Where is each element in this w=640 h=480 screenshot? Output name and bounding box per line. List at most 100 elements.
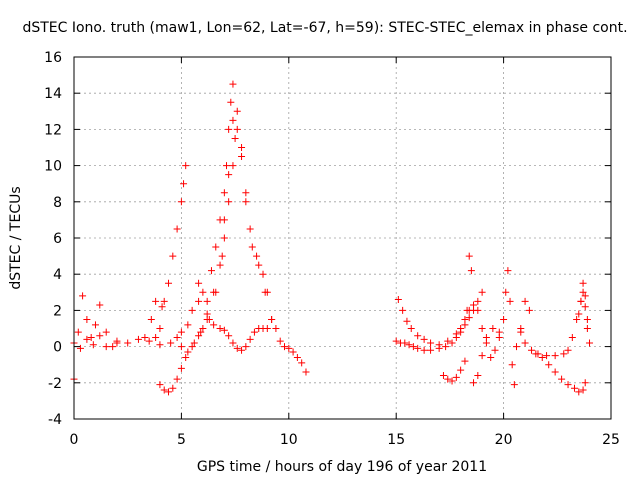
data-point — [414, 332, 422, 340]
data-point — [184, 348, 192, 356]
data-point — [233, 344, 241, 352]
data-point — [145, 337, 153, 345]
data-point — [399, 306, 407, 314]
data-point — [401, 339, 409, 347]
data-point — [564, 381, 572, 389]
data-point — [510, 381, 518, 389]
data-point — [156, 341, 164, 349]
data-point — [233, 107, 241, 115]
data-point — [579, 288, 587, 296]
series-2 — [70, 332, 164, 352]
data-point — [173, 375, 181, 383]
data-point — [474, 297, 482, 305]
data-point — [184, 321, 192, 329]
data-point — [517, 328, 525, 336]
data-point — [253, 252, 261, 260]
data-point — [225, 332, 233, 340]
data-point — [83, 335, 91, 343]
series-13 — [532, 350, 589, 396]
data-point — [407, 325, 415, 332]
data-point — [199, 325, 207, 332]
x-axis-label: GPS time / hours of day 196 of year 2011 — [197, 459, 487, 475]
data-point — [216, 261, 224, 269]
y-tick-label: 6 — [53, 231, 62, 247]
data-point — [177, 364, 185, 372]
data-point — [495, 334, 503, 342]
data-point — [238, 153, 246, 161]
data-point — [502, 288, 510, 296]
data-point — [575, 388, 583, 396]
data-point — [218, 252, 226, 260]
data-point — [474, 306, 482, 314]
data-point — [583, 315, 591, 323]
data-point — [482, 339, 490, 347]
data-point — [506, 297, 514, 305]
data-point — [465, 252, 473, 260]
data-point — [242, 189, 250, 197]
data-point — [470, 379, 478, 387]
data-point — [448, 339, 456, 347]
data-point — [147, 315, 155, 323]
grid-lines — [74, 57, 611, 419]
data-point — [87, 334, 95, 342]
data-point — [268, 315, 276, 323]
data-point — [182, 353, 190, 361]
data-point — [141, 334, 149, 342]
data-point — [478, 325, 486, 332]
series-7 — [195, 297, 310, 376]
data-point — [152, 334, 160, 342]
y-tick-label: -4 — [48, 412, 62, 428]
x-tick-label: 5 — [177, 432, 186, 448]
data-point — [420, 346, 428, 354]
y-tick-label: 10 — [44, 159, 62, 175]
data-point — [113, 337, 121, 345]
x-tick-label: 25 — [602, 432, 620, 448]
data-point — [427, 346, 435, 354]
data-point — [96, 301, 104, 309]
data-point — [583, 325, 591, 332]
data-point — [414, 344, 422, 352]
data-point — [444, 375, 452, 383]
data-point — [238, 144, 246, 151]
data-point — [272, 325, 280, 332]
data-point — [586, 339, 594, 347]
data-point — [109, 343, 117, 351]
data-point — [229, 339, 237, 347]
data-point — [444, 337, 452, 345]
data-point — [229, 116, 237, 124]
data-point — [165, 388, 173, 396]
data-point — [474, 372, 482, 380]
data-point — [551, 352, 559, 360]
data-point — [255, 261, 263, 269]
x-tick-label: 15 — [387, 432, 405, 448]
data-point — [289, 348, 297, 356]
data-point — [394, 296, 402, 304]
data-point — [457, 325, 465, 332]
data-point — [298, 359, 306, 367]
data-point — [165, 279, 173, 287]
data-point — [525, 306, 533, 314]
data-point — [285, 344, 293, 352]
data-point — [470, 301, 478, 309]
data-point — [152, 297, 160, 305]
data-point — [220, 189, 228, 197]
y-tick-label: 12 — [44, 122, 62, 138]
data-point — [203, 297, 211, 305]
chart-title: dSTEC Iono. truth (maw1, Lon=62, Lat=-67… — [22, 20, 627, 36]
series-11 — [474, 267, 533, 389]
data-point — [242, 343, 250, 351]
data-point — [409, 343, 417, 351]
data-point — [167, 339, 175, 347]
data-point — [231, 134, 239, 142]
data-point — [173, 225, 181, 233]
data-point — [134, 335, 142, 343]
data-point — [182, 162, 190, 170]
data-point — [223, 162, 231, 170]
data-point — [577, 297, 585, 305]
data-point — [465, 314, 473, 322]
data-point — [467, 267, 475, 275]
data-point — [180, 180, 188, 188]
data-point — [564, 346, 572, 354]
data-point — [435, 341, 443, 349]
